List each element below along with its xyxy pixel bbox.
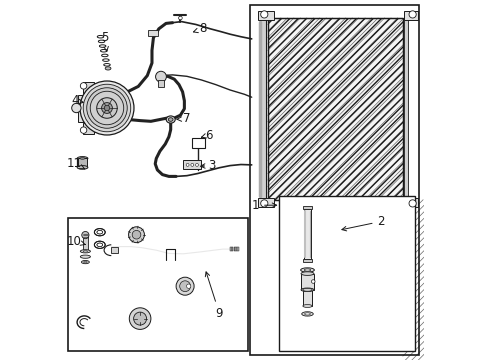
Circle shape <box>260 11 267 18</box>
Circle shape <box>186 284 190 288</box>
Bar <box>78 158 87 167</box>
Bar <box>249 5 418 355</box>
Bar <box>230 247 231 251</box>
Bar <box>403 11 417 20</box>
Circle shape <box>408 11 415 18</box>
Ellipse shape <box>304 313 310 315</box>
Bar <box>235 247 237 251</box>
Ellipse shape <box>302 305 311 307</box>
Bar <box>258 198 274 207</box>
Text: 3: 3 <box>200 159 215 172</box>
Circle shape <box>195 163 198 166</box>
Bar <box>183 160 201 169</box>
Circle shape <box>72 103 81 113</box>
Ellipse shape <box>168 118 173 121</box>
Ellipse shape <box>80 255 90 258</box>
Bar <box>303 209 310 259</box>
Bar <box>267 18 402 200</box>
Ellipse shape <box>304 269 310 271</box>
Bar <box>303 259 311 262</box>
Circle shape <box>408 200 415 207</box>
Bar <box>301 274 313 290</box>
Bar <box>192 138 204 148</box>
Bar <box>302 290 311 306</box>
Ellipse shape <box>301 312 313 316</box>
Circle shape <box>311 280 314 283</box>
Bar <box>158 80 163 87</box>
Text: 11: 11 <box>67 157 85 170</box>
Bar <box>258 11 274 20</box>
Bar <box>231 247 233 251</box>
Circle shape <box>90 91 123 125</box>
Ellipse shape <box>77 157 88 160</box>
Circle shape <box>179 281 190 292</box>
Text: 7: 7 <box>177 112 190 125</box>
Ellipse shape <box>301 288 313 292</box>
Bar <box>303 206 311 209</box>
Ellipse shape <box>301 272 313 275</box>
Text: 4: 4 <box>71 94 83 107</box>
Circle shape <box>176 277 194 295</box>
Ellipse shape <box>105 67 111 70</box>
Ellipse shape <box>81 261 89 264</box>
Circle shape <box>155 71 166 82</box>
Text: 6: 6 <box>201 129 212 141</box>
Text: 10: 10 <box>67 235 85 248</box>
Circle shape <box>132 230 141 239</box>
Circle shape <box>260 200 267 207</box>
Circle shape <box>129 308 151 329</box>
Bar <box>260 18 266 200</box>
Circle shape <box>186 163 189 166</box>
Text: 1: 1 <box>251 199 276 212</box>
Text: 8: 8 <box>193 22 206 35</box>
Circle shape <box>190 163 193 166</box>
Circle shape <box>80 81 134 135</box>
Bar <box>403 18 407 200</box>
Bar <box>82 236 88 250</box>
Bar <box>237 247 238 251</box>
Bar <box>403 198 417 207</box>
Ellipse shape <box>300 268 314 272</box>
Circle shape <box>83 84 130 132</box>
Bar <box>111 247 118 253</box>
Circle shape <box>102 103 112 113</box>
Bar <box>68 218 247 351</box>
Text: 9: 9 <box>205 272 223 320</box>
Circle shape <box>128 227 144 243</box>
Bar <box>148 30 158 36</box>
Ellipse shape <box>302 288 311 291</box>
Bar <box>233 247 235 251</box>
Circle shape <box>97 98 117 118</box>
Ellipse shape <box>80 158 85 159</box>
Text: 5: 5 <box>101 31 108 51</box>
Ellipse shape <box>83 261 87 263</box>
Circle shape <box>86 88 127 128</box>
Circle shape <box>80 127 87 134</box>
Circle shape <box>133 312 146 325</box>
Circle shape <box>81 231 89 239</box>
Bar <box>82 123 94 134</box>
Ellipse shape <box>77 166 88 169</box>
Circle shape <box>178 16 182 20</box>
Ellipse shape <box>80 250 90 253</box>
Circle shape <box>104 105 109 111</box>
Circle shape <box>80 83 87 89</box>
Bar <box>78 95 87 122</box>
Ellipse shape <box>166 116 175 123</box>
Text: 2: 2 <box>341 215 384 231</box>
Bar <box>267 18 402 200</box>
Bar <box>82 82 94 93</box>
Ellipse shape <box>83 251 87 252</box>
Bar <box>278 196 415 351</box>
